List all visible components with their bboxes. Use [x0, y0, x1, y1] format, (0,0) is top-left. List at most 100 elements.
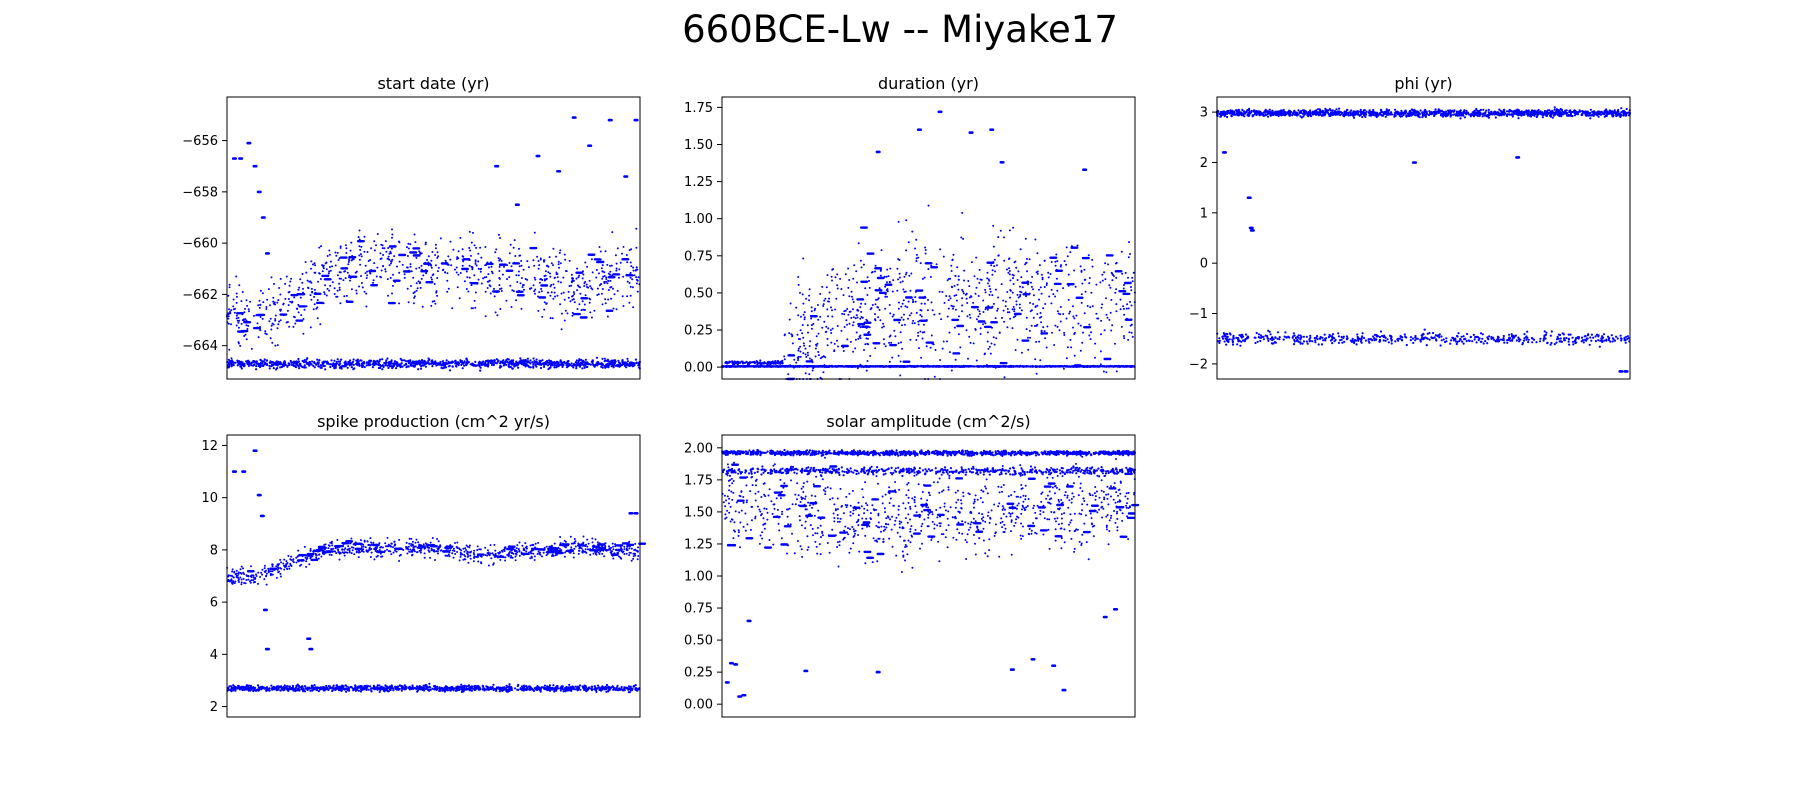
- data-point: [907, 241, 910, 244]
- data-point: [331, 265, 334, 268]
- data-point: [934, 348, 937, 351]
- data-point: [262, 313, 266, 317]
- data-point: [571, 314, 574, 317]
- data-point: [741, 360, 744, 363]
- data-point: [466, 267, 469, 271]
- data-point: [902, 288, 905, 291]
- data-point: [387, 366, 390, 369]
- data-point: [290, 361, 294, 364]
- data-point: [905, 249, 908, 252]
- data-point: [319, 366, 322, 369]
- data-point: [490, 265, 493, 268]
- data-point: [991, 273, 994, 276]
- data-point: [250, 347, 253, 350]
- data-point: [364, 264, 367, 267]
- data-point: [1128, 241, 1130, 244]
- data-point: [857, 337, 860, 340]
- data-point: [1063, 334, 1066, 336]
- data-point: [616, 289, 619, 292]
- data-point: [499, 364, 502, 367]
- data-point: [803, 316, 806, 319]
- data-point: [478, 365, 481, 368]
- data-point: [351, 300, 354, 303]
- data-point: [781, 365, 785, 368]
- data-point: [625, 366, 628, 369]
- data-point: [930, 334, 933, 337]
- data-point: [443, 364, 447, 367]
- data-point: [889, 312, 892, 315]
- data-point: [635, 361, 638, 364]
- data-point: [574, 363, 577, 366]
- data-point: [589, 363, 592, 366]
- data-point: [552, 297, 555, 300]
- data-point: [322, 362, 325, 365]
- data-point: [954, 308, 957, 311]
- data-point: [555, 271, 558, 274]
- data-point: [558, 266, 561, 269]
- data-point: [418, 363, 421, 366]
- data-point: [591, 271, 594, 274]
- data-point: [264, 330, 267, 333]
- data-point: [236, 360, 239, 363]
- data-point: [911, 230, 914, 233]
- data-point: [536, 361, 539, 364]
- data-point: [894, 335, 897, 338]
- data-point: [995, 337, 998, 340]
- data-point: [1016, 279, 1019, 281]
- data-point: [447, 362, 450, 365]
- data-point: [905, 219, 908, 222]
- data-point: [406, 255, 409, 257]
- data-point: [920, 302, 923, 305]
- data-point: [430, 276, 433, 279]
- data-point: [837, 345, 839, 348]
- data-point: [1069, 365, 1072, 368]
- data-point: [310, 267, 312, 270]
- data-point: [515, 274, 518, 277]
- data-point: [630, 248, 633, 251]
- data-point: [269, 317, 272, 320]
- data-point: [854, 317, 857, 320]
- data-point: [477, 252, 480, 255]
- data-point: [559, 262, 562, 265]
- data-point: [1095, 283, 1098, 286]
- data-point: [1127, 365, 1130, 368]
- data-point: [795, 306, 798, 309]
- data-point: [1016, 338, 1019, 341]
- data-point: [549, 317, 552, 320]
- data-point: [836, 284, 839, 287]
- data-point: [309, 326, 312, 329]
- data-point: [877, 297, 880, 300]
- data-point: [953, 326, 956, 329]
- data-point: [622, 305, 625, 307]
- data-point: [807, 331, 809, 334]
- data-point: [313, 262, 316, 265]
- data-point: [601, 303, 604, 306]
- data-point: [963, 269, 966, 272]
- data-point: [495, 248, 498, 251]
- data-point: [557, 263, 560, 266]
- data-point: [885, 275, 888, 278]
- data-point: [352, 258, 355, 261]
- data-point: [1011, 365, 1014, 368]
- data-point: [508, 262, 511, 264]
- data-point: [989, 352, 992, 355]
- data-point: [602, 260, 605, 264]
- data-point: [320, 245, 322, 248]
- data-point: [892, 313, 895, 316]
- data-point: [555, 273, 558, 276]
- data-point: [579, 292, 582, 295]
- data-point: [310, 298, 313, 301]
- data-point: [635, 227, 638, 230]
- data-point: [328, 270, 331, 273]
- data-point: [635, 282, 638, 285]
- data-point: [479, 369, 482, 372]
- data-point: [370, 247, 373, 250]
- data-point: [575, 359, 579, 362]
- data-point: [495, 358, 498, 361]
- data-point: [232, 298, 235, 301]
- data-point: [447, 255, 450, 258]
- data-point: [1049, 273, 1052, 275]
- data-point: [991, 294, 994, 297]
- data-point: [1011, 291, 1014, 294]
- data-point: [350, 288, 353, 291]
